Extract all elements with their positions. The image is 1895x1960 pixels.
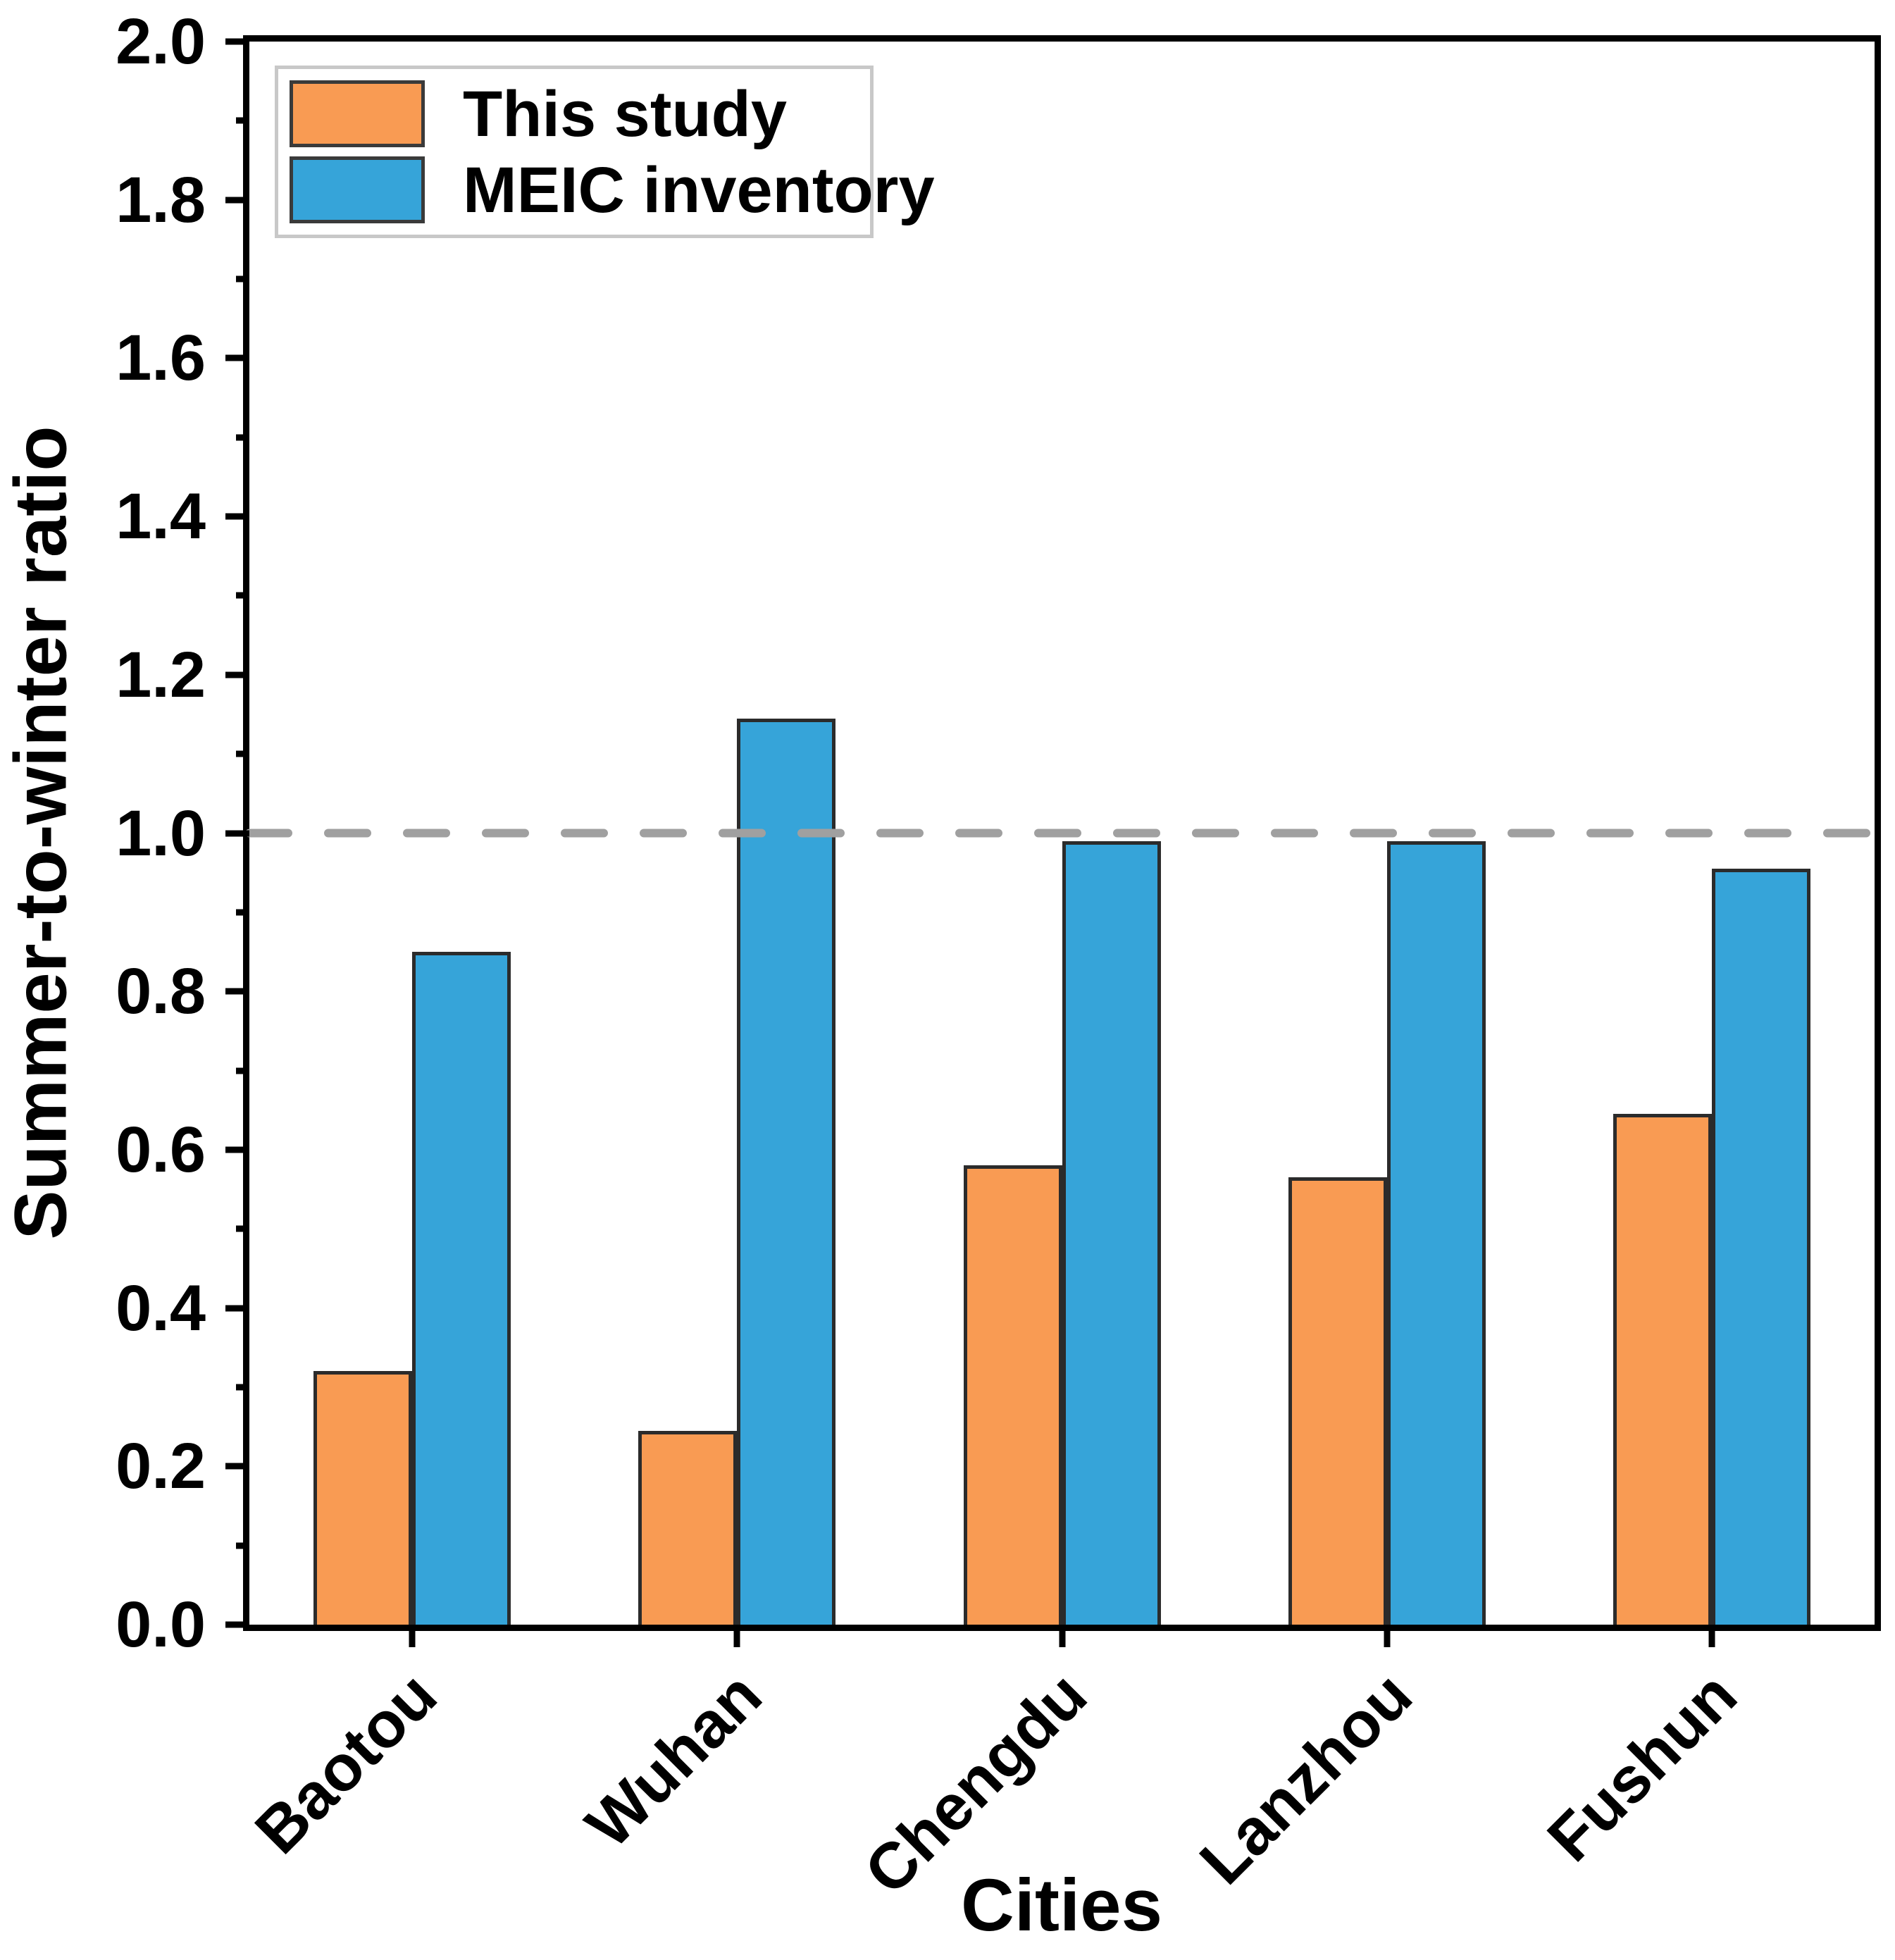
x-category-label-baotou: Baotou bbox=[242, 1658, 451, 1868]
y-tick-label: 2.0 bbox=[116, 6, 206, 77]
bar-meic-inventory-chengdu bbox=[1062, 841, 1161, 1625]
y-tick-label: 0.2 bbox=[116, 1430, 206, 1503]
y-minor-tick bbox=[236, 909, 249, 916]
x-category-label-lanzhou: Lanzhou bbox=[1186, 1658, 1426, 1898]
y-minor-tick bbox=[236, 1384, 249, 1391]
y-minor-tick bbox=[236, 117, 249, 124]
y-minor-tick bbox=[236, 1067, 249, 1074]
bar-meic-inventory-lanzhou bbox=[1386, 841, 1486, 1625]
y-minor-tick bbox=[236, 750, 249, 757]
legend-label-meic-inventory: MEIC inventory bbox=[463, 154, 935, 226]
legend-label-this-study: This study bbox=[463, 77, 788, 150]
bar-meic-inventory-baotou bbox=[411, 952, 511, 1625]
x-tick-lanzhou bbox=[1384, 1625, 1391, 1647]
x-category-label-wuhan: Wuhan bbox=[572, 1658, 776, 1862]
y-minor-tick bbox=[236, 1542, 249, 1549]
y-tick-label: 1.6 bbox=[116, 322, 206, 395]
bar-this-study-fushun bbox=[1613, 1114, 1713, 1625]
x-axis-title: Cities bbox=[961, 1864, 1162, 1947]
x-tick-baotou bbox=[409, 1625, 416, 1647]
y-tick-label: 1.0 bbox=[116, 797, 206, 869]
y-tick-label: 1.8 bbox=[116, 163, 206, 236]
y-major-tick bbox=[225, 197, 249, 204]
y-major-tick bbox=[225, 988, 249, 995]
y-minor-tick bbox=[236, 434, 249, 441]
y-tick-label: 0.4 bbox=[116, 1272, 206, 1344]
y-axis-title: Summer-to-winter ratio bbox=[0, 426, 82, 1240]
y-major-tick bbox=[225, 513, 249, 520]
bar-this-study-baotou bbox=[313, 1371, 412, 1625]
plot-area: 0.0 0.2 0.4 0.6 0.8 1.0 1.2 1.4 1.6 1.8 2.0 Baotou… bbox=[116, 9, 1881, 1908]
legend: This study MEIC inventory bbox=[275, 66, 935, 238]
y-minor-tick bbox=[236, 592, 249, 599]
legend-item-this-study: This study bbox=[290, 80, 856, 147]
y-minor-tick bbox=[236, 275, 249, 283]
y-major-tick bbox=[225, 354, 249, 361]
y-major-tick bbox=[225, 38, 249, 45]
bar-this-study-lanzhou bbox=[1288, 1177, 1387, 1625]
bar-this-study-chengdu bbox=[963, 1165, 1062, 1625]
y-tick-label: 0.6 bbox=[116, 1113, 206, 1186]
y-major-tick bbox=[225, 671, 249, 678]
y-major-tick bbox=[225, 1463, 249, 1470]
y-major-tick bbox=[225, 830, 249, 836]
y-major-tick bbox=[225, 1621, 249, 1628]
x-tick-fushun bbox=[1708, 1625, 1715, 1647]
x-tick-chengdu bbox=[1059, 1625, 1065, 1647]
bar-meic-inventory-fushun bbox=[1712, 869, 1811, 1625]
y-tick-label: 1.4 bbox=[116, 480, 206, 553]
legend-swatch-meic-inventory bbox=[290, 156, 425, 223]
bar-this-study-wuhan bbox=[638, 1430, 738, 1625]
legend-swatch-this-study bbox=[290, 80, 425, 147]
x-category-label-fushun: Fushun bbox=[1534, 1658, 1751, 1875]
x-tick-wuhan bbox=[733, 1625, 740, 1647]
y-major-tick bbox=[225, 1305, 249, 1312]
y-tick-label: 0.8 bbox=[116, 955, 206, 1028]
y-tick-label: 1.2 bbox=[116, 638, 206, 711]
y-minor-tick bbox=[236, 1225, 249, 1232]
y-tick-label: 0.0 bbox=[116, 1589, 206, 1661]
y-major-tick bbox=[225, 1146, 249, 1153]
bar-meic-inventory-wuhan bbox=[737, 718, 836, 1625]
legend-item-meic-inventory: MEIC inventory bbox=[290, 156, 935, 223]
